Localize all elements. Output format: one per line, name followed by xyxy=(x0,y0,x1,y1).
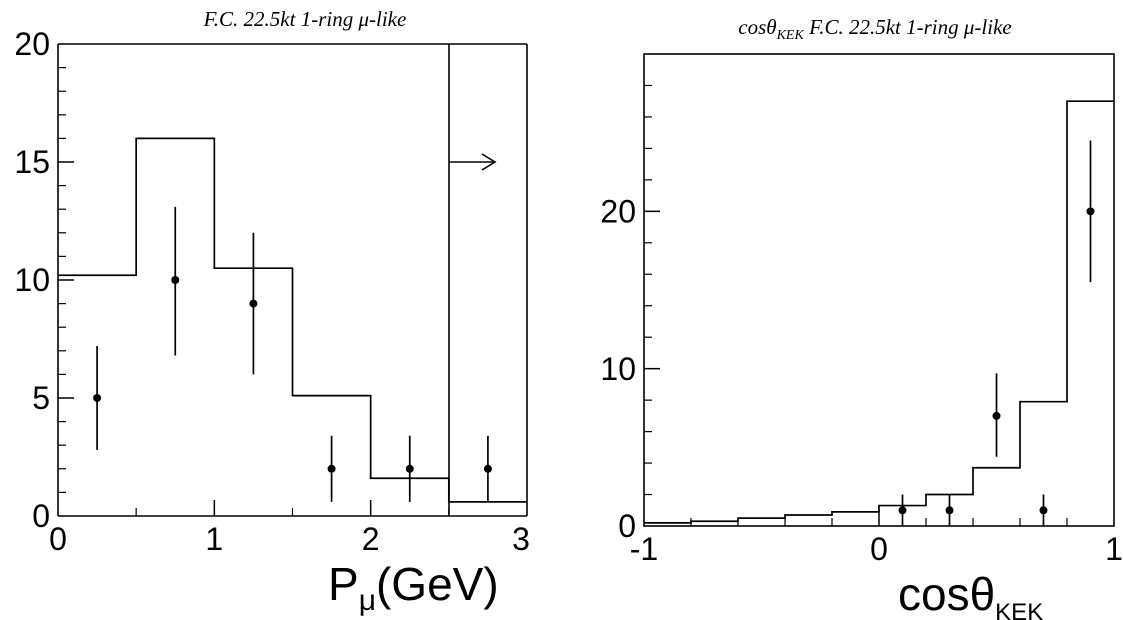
x-tick-label: 0 xyxy=(870,531,888,567)
left-ticks xyxy=(58,66,450,516)
right-x-axis-label-main: cosθ xyxy=(898,568,995,620)
right-x-tick-labels: -1 0 1 xyxy=(630,531,1123,567)
data-point xyxy=(992,411,1001,420)
left-x-tick-labels: 0 1 2 3 xyxy=(49,521,530,557)
data-point xyxy=(898,506,907,515)
left-y-tick-labels: 0 5 10 15 20 xyxy=(14,26,50,534)
left-x-axis-label-unit: (GeV) xyxy=(376,558,499,610)
histogram-line xyxy=(644,100,1114,524)
y-tick-label: 5 xyxy=(32,380,50,416)
overflow-arrow-head xyxy=(481,153,497,171)
right-data-points xyxy=(898,140,1095,526)
x-tick-label: 0 xyxy=(49,521,67,557)
right-title-sub: KEK xyxy=(776,28,805,43)
data-point xyxy=(93,394,102,402)
right-y-tick-labels: 0 10 20 xyxy=(600,194,636,545)
y-tick-label: 0 xyxy=(618,508,636,544)
left-histogram xyxy=(58,137,527,503)
y-tick-label: 20 xyxy=(600,194,636,230)
left-x-axis-label-sub: μ xyxy=(359,584,376,617)
data-point xyxy=(945,506,954,515)
right-histogram xyxy=(644,100,1114,524)
y-tick-label: 10 xyxy=(14,262,50,298)
data-point xyxy=(405,464,414,473)
left-x-axis-label: Pμ(GeV) xyxy=(328,558,499,617)
left-data-points xyxy=(93,206,492,502)
data-point xyxy=(1039,506,1048,515)
data-point xyxy=(171,276,180,284)
x-tick-label: 1 xyxy=(1105,531,1123,567)
x-tick-label: 1 xyxy=(205,521,223,557)
histogram-line xyxy=(58,137,527,503)
data-point xyxy=(249,299,258,308)
y-tick-label: 20 xyxy=(14,26,50,62)
right-title-prefix: cosθ xyxy=(738,15,776,39)
data-point xyxy=(327,464,336,473)
data-point xyxy=(483,464,492,473)
right-frame xyxy=(643,53,1115,527)
right-chart-title: cosθKEK F.C. 22.5kt 1-ring μ-like xyxy=(738,15,1011,43)
y-tick-label: 0 xyxy=(32,498,50,534)
y-tick-label: 15 xyxy=(14,144,50,180)
left-chart-title: F.C. 22.5kt 1-ring μ-like xyxy=(203,7,407,31)
right-chart: cosθKEK F.C. 22.5kt 1-ring μ-like -1 0 1 0… xyxy=(600,15,1122,620)
right-ticks xyxy=(644,84,1068,526)
x-tick-label: 2 xyxy=(362,521,380,557)
left-overflow-arrow xyxy=(449,153,497,171)
right-title-suffix: F.C. 22.5kt 1-ring μ-like xyxy=(804,15,1012,39)
right-x-axis-label: cosθKEK xyxy=(898,568,1043,620)
left-x-axis-label-main: P xyxy=(328,558,359,610)
x-tick-label: 3 xyxy=(512,521,530,557)
y-tick-label: 10 xyxy=(600,351,636,387)
x-tick-label: -1 xyxy=(630,531,658,567)
data-point xyxy=(1086,207,1095,216)
right-x-axis-label-sub: KEK xyxy=(995,599,1043,620)
